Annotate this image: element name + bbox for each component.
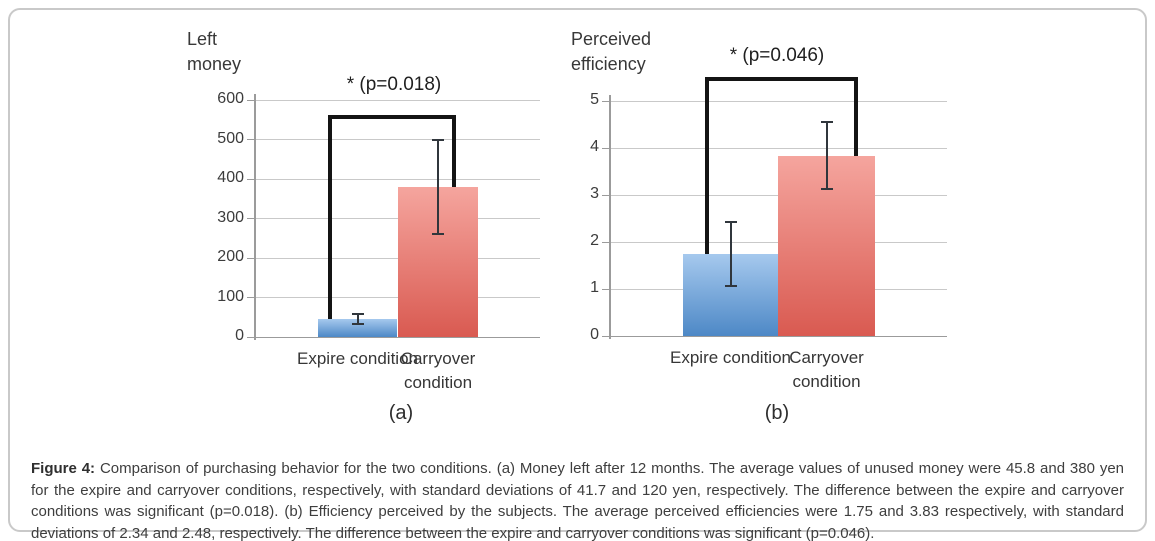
significance-bracket-right	[452, 115, 456, 187]
y-tick-label: 3	[590, 185, 599, 202]
y-tick-label: 5	[590, 91, 599, 108]
chart-title: Left money	[187, 29, 242, 74]
x-category-label: Expire condition	[297, 349, 418, 368]
error-bar	[825, 122, 828, 190]
y-axis-tick	[602, 147, 610, 149]
significance-bracket-right	[854, 77, 858, 156]
y-axis-line	[254, 94, 256, 340]
y-tick-label: 0	[235, 327, 244, 344]
x-category-label: Carryover condition	[789, 348, 864, 391]
significance-label: * (p=0.046)	[729, 45, 825, 66]
y-tick-label: 2	[590, 232, 599, 249]
figure-caption: Figure 4: Comparison of purchasing behav…	[31, 458, 1124, 541]
y-axis-tick	[602, 194, 610, 196]
caption-label: Figure 4:	[31, 460, 96, 477]
y-axis-tick	[247, 139, 255, 140]
panel-label: (a)	[388, 402, 414, 424]
panel-label: (b)	[764, 402, 790, 424]
y-tick-label: 500	[217, 129, 244, 147]
gridline	[255, 257, 540, 259]
significance-bracket-top	[705, 77, 858, 81]
y-axis-tick	[247, 178, 255, 180]
y-tick-label: 300	[217, 208, 244, 226]
error-bar-cap-bottom	[724, 284, 737, 287]
x-category-label: Expire condition	[670, 348, 791, 367]
error-bar-cap-bottom	[351, 322, 364, 325]
gridline	[610, 100, 947, 102]
gridline	[255, 297, 540, 298]
y-tick-label: 400	[217, 169, 244, 186]
y-tick-label: 200	[217, 248, 244, 265]
error-bar-cap-top	[432, 138, 444, 141]
y-axis-tick	[247, 297, 255, 298]
y-tick-label: 0	[590, 326, 599, 343]
error-bar-cap-top	[820, 121, 833, 124]
bar	[318, 318, 397, 337]
gridline	[610, 147, 947, 149]
x-category-label: Carryover condition	[400, 349, 476, 392]
gridline	[255, 178, 540, 180]
significance-bracket-top	[328, 115, 456, 119]
caption-text: Comparison of purchasing behavior for th…	[31, 460, 1125, 541]
error-bar-cap-bottom	[820, 188, 833, 191]
significance-label: * (p=0.018)	[346, 74, 442, 95]
error-bar-cap-bottom	[432, 233, 444, 236]
gridline	[255, 99, 540, 101]
figure-frame	[8, 8, 1147, 532]
error-bar-cap-top	[724, 220, 737, 223]
y-axis-tick	[247, 336, 255, 338]
y-tick-label: 1	[590, 279, 599, 296]
error-bar	[437, 139, 439, 235]
y-axis-tick	[247, 218, 255, 219]
y-axis-tick	[602, 335, 610, 337]
significance-bracket-left	[705, 77, 709, 254]
gridline	[255, 218, 540, 219]
error-bar-cap-top	[351, 313, 364, 316]
chart-title: Perceived efficiency	[571, 29, 652, 74]
y-axis-tick	[247, 257, 255, 259]
error-bar	[729, 221, 732, 286]
y-axis-tick	[602, 241, 610, 243]
significance-bracket-left	[328, 115, 332, 319]
y-axis-tick	[247, 99, 255, 101]
y-axis-tick	[602, 288, 610, 290]
y-tick-label: 600	[217, 90, 244, 107]
gridline	[255, 336, 540, 338]
y-tick-label: 4	[590, 138, 599, 155]
gridline	[255, 139, 540, 140]
y-axis-line	[609, 95, 611, 339]
gridline	[610, 335, 947, 337]
error-bar	[356, 314, 359, 324]
y-tick-label: 100	[217, 287, 244, 305]
y-axis-tick	[602, 100, 610, 102]
